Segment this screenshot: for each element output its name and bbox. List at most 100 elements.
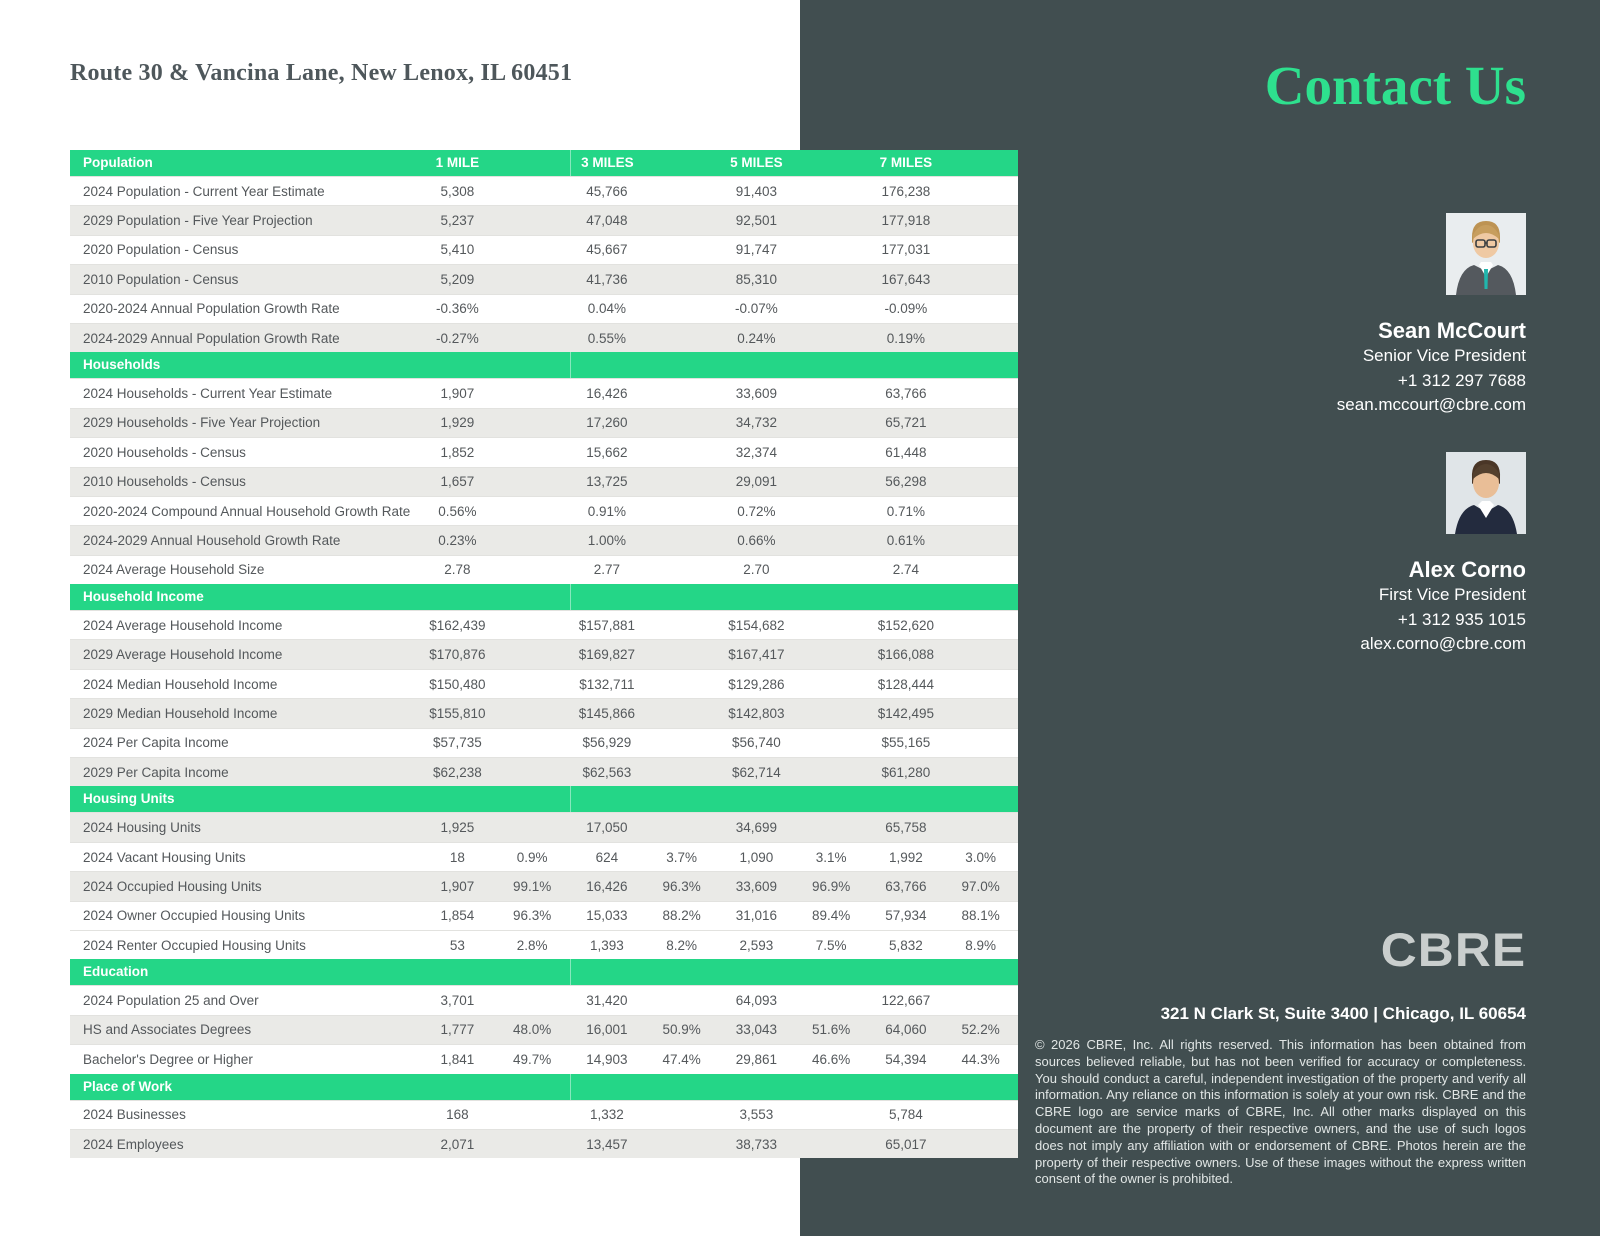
value-cell: $166,088: [877, 647, 935, 663]
percent-cell: 89.4%: [811, 908, 851, 924]
value-cell: $170,876: [429, 647, 486, 663]
value-cell: $128,444: [877, 676, 935, 692]
table-row-2029-households-five-year-projection: 2029 Households - Five Year Projection 1,…: [70, 407, 1018, 438]
row-label: 2024 Renter Occupied Housing Units: [83, 937, 306, 953]
row-label: 2029 Households - Five Year Projection: [83, 415, 321, 431]
value-cell: 33,043: [735, 1022, 778, 1038]
value-cell: 63,766: [885, 878, 927, 894]
value-cell: 1,657: [440, 474, 475, 490]
column-header-1-mile: 1 MILE: [435, 155, 480, 170]
section-header-households: Households: [70, 352, 1018, 379]
value-cell: 2,593: [739, 937, 774, 953]
table-row-2029-average-household-income: 2029 Average Household Income $170,876 $16…: [70, 639, 1018, 669]
table-row-2024-population-25-and-over: 2024 Population 25 and Over 3,701 31,420 64…: [70, 985, 1018, 1015]
value-cell: 34,732: [735, 415, 778, 431]
value-cell: 41,736: [586, 271, 628, 287]
table-row-2024-vacant-housing-units: 2024 Vacant Housing Units 18 0.9% 624 3.7% 1,…: [70, 841, 1018, 872]
band-spacer: [569, 959, 645, 986]
row-label: 2020 Households - Census: [83, 444, 246, 460]
value-cell: 45,766: [586, 183, 628, 199]
value-cell: 17,050: [586, 820, 628, 836]
value-cell: $145,866: [578, 705, 636, 721]
section-header-housing-units: Housing Units: [70, 786, 1018, 813]
row-label: Bachelor's Degree or Higher: [83, 1051, 253, 1067]
value-cell: 0.04%: [587, 301, 627, 317]
value-cell: 31,016: [735, 908, 778, 924]
row-label: 2029 Average Household Income: [83, 647, 283, 663]
percent-cell: 96.3%: [662, 878, 701, 894]
value-cell: $62,563: [582, 764, 632, 780]
band-spacer: [569, 352, 645, 379]
value-cell: 0.23%: [438, 532, 477, 548]
value-cell: 122,667: [881, 993, 931, 1009]
section-title: Education: [83, 964, 149, 980]
value-cell: -0.09%: [884, 301, 928, 317]
value-cell: 1,907: [440, 386, 475, 402]
percent-cell: 7.5%: [815, 937, 847, 953]
band-spacer: [569, 786, 645, 813]
contact-card-alex: Alex Corno First Vice President +1 312 9…: [1360, 452, 1526, 657]
percent-cell: 8.2%: [666, 937, 698, 953]
row-label: 2024 Population - Current Year Estimate: [83, 183, 325, 199]
percent-cell: 88.2%: [662, 908, 701, 924]
value-cell: 45,667: [586, 242, 628, 258]
percent-cell: 46.6%: [811, 1051, 851, 1067]
legal-disclaimer: © 2026 CBRE, Inc. All rights reserved. T…: [1035, 1037, 1526, 1187]
value-cell: 0.66%: [737, 532, 776, 548]
value-cell: 91,747: [735, 242, 778, 258]
value-cell: 33,609: [735, 386, 778, 402]
table-row-2024-occupied-housing-units: 2024 Occupied Housing Units 1,907 99.1% 16,…: [70, 871, 1018, 901]
table-row-2029-population-five-year-projection: 2029 Population - Five Year Projection 5,…: [70, 205, 1018, 235]
percent-cell: 49.7%: [512, 1051, 552, 1067]
row-label: 2020-2024 Compound Annual Household Grow…: [83, 503, 411, 519]
value-cell: 1,852: [440, 444, 475, 460]
value-cell: 13,725: [586, 474, 628, 490]
value-cell: 2.78: [444, 562, 471, 578]
percent-cell: 96.9%: [811, 878, 851, 894]
value-cell: 624: [595, 849, 619, 865]
band-spacer: [569, 584, 645, 611]
value-cell: $129,286: [728, 676, 785, 692]
section-title: Household Income: [83, 589, 204, 605]
value-cell: $55,165: [881, 735, 931, 751]
section-header-place-of-work: Place of Work: [70, 1073, 1018, 1100]
value-cell: 167,643: [881, 271, 931, 287]
value-cell: 16,426: [586, 878, 628, 894]
table-row-2020-population-census: 2020 Population - Census 5,410 45,667 91,74…: [70, 234, 1018, 265]
value-cell: 168: [446, 1107, 469, 1123]
value-cell: 64,093: [735, 993, 778, 1009]
contact-card-sean: Sean McCourt Senior Vice President +1 31…: [1337, 213, 1526, 418]
table-row-2024-median-household-income: 2024 Median Household Income $150,480 $132…: [70, 668, 1018, 699]
percent-cell: 50.9%: [662, 1022, 701, 1038]
section-header-education: Education: [70, 959, 1018, 986]
contact-phone: +1 312 935 1015: [1397, 609, 1526, 629]
value-cell: 54,394: [885, 1051, 927, 1067]
value-cell: $154,682: [728, 617, 785, 633]
table-row-2024-average-household-size: 2024 Average Household Size 2.78 2.77 2.70 2…: [70, 554, 1018, 585]
value-cell: 3,701: [440, 993, 475, 1009]
percent-cell: 3.1%: [815, 849, 847, 865]
value-cell: 2.74: [892, 562, 920, 578]
row-label: 2024 Median Household Income: [83, 676, 278, 692]
value-cell: 2.70: [743, 562, 770, 578]
row-label: 2024 Employees: [83, 1136, 184, 1152]
percent-cell: 51.6%: [811, 1022, 851, 1038]
value-cell: 61,448: [885, 444, 927, 460]
value-cell: 0.71%: [886, 503, 926, 519]
value-cell: 16,001: [586, 1022, 628, 1038]
row-label: 2024 Population 25 and Over: [83, 993, 259, 1009]
table-row-2024-renter-occupied-housing-units: 2024 Renter Occupied Housing Units 53 2.8%…: [70, 929, 1018, 960]
property-address-title: Route 30 & Vancina Lane, New Lenox, IL 6…: [70, 60, 573, 86]
section-title: Population: [83, 155, 153, 170]
value-cell: 65,758: [885, 820, 927, 836]
value-cell: 1.00%: [587, 532, 627, 548]
row-label: 2024 Vacant Housing Units: [83, 849, 246, 865]
value-cell: 5,209: [440, 271, 475, 287]
row-label: 2020-2024 Annual Population Growth Rate: [83, 301, 340, 317]
value-cell: 0.61%: [886, 532, 926, 548]
value-cell: 1,854: [440, 908, 475, 924]
value-cell: $155,810: [429, 705, 486, 721]
percent-cell: 3.0%: [965, 849, 997, 865]
value-cell: 1,907: [440, 878, 475, 894]
table-row-2024-housing-units: 2024 Housing Units 1,925 17,050 34,699 65,75…: [70, 812, 1018, 842]
